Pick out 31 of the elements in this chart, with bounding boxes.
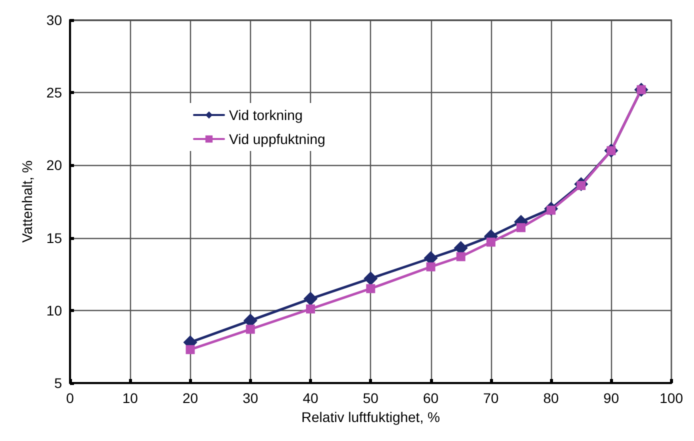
point xyxy=(364,271,378,286)
point xyxy=(366,284,376,294)
point xyxy=(306,304,316,314)
y-tick-label: 20 xyxy=(46,157,62,174)
point xyxy=(426,262,436,272)
x-tick-label: 20 xyxy=(182,390,198,406)
x-tick-label: 80 xyxy=(543,390,560,406)
x-tick-label: 70 xyxy=(483,390,499,406)
x-tick-label: 100 xyxy=(660,390,684,406)
x-tick-label: 30 xyxy=(242,390,258,406)
x-tick-label: 90 xyxy=(603,390,620,406)
y-tick-label: 25 xyxy=(46,84,62,101)
point xyxy=(304,292,318,306)
point xyxy=(486,238,496,247)
x-tick-label: 40 xyxy=(302,390,319,406)
x-tick-label: 10 xyxy=(122,390,138,406)
point xyxy=(186,345,195,354)
y-tick-label: 5 xyxy=(54,375,62,391)
y-axis-title: Vattenhalt, % xyxy=(19,160,35,243)
x-tick-label: 0 xyxy=(66,390,74,406)
point xyxy=(516,223,526,232)
x-tick-label: 60 xyxy=(423,390,439,406)
y-tick-label: 10 xyxy=(46,302,62,318)
x-axis-title: Relativ luftfuktighet, % xyxy=(301,408,440,425)
legend-label: Vid torkning xyxy=(229,107,303,123)
y-tick-label: 15 xyxy=(46,230,62,246)
x-tick-label: 50 xyxy=(362,390,379,406)
point xyxy=(246,324,255,334)
legend-label: Vid uppfuktning xyxy=(229,131,326,147)
y-tick-label: 30 xyxy=(46,12,62,28)
point xyxy=(456,252,466,262)
